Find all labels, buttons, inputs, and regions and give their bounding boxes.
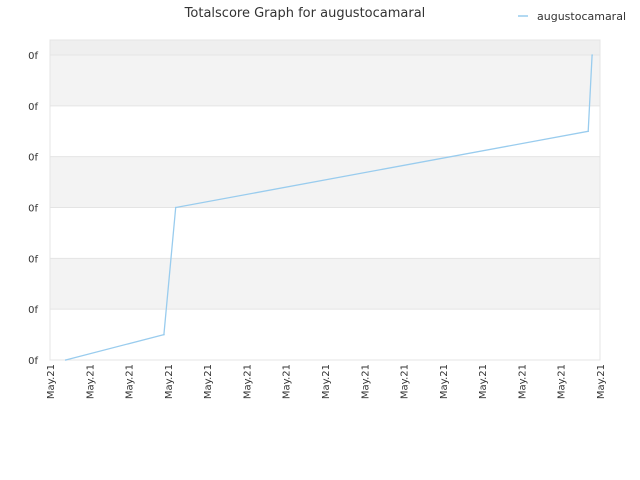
data-point [64,359,67,361]
series-layer [64,54,593,361]
y-tick-label: 0f [28,153,38,164]
plot-band [50,55,600,106]
legend[interactable]: augustocamaral [518,10,626,23]
y-tick-label: 0f [28,204,38,215]
x-axis-ticks: May.21 May.21 May.21 May.21 May.21 May.21 May.… [46,364,607,399]
x-tick-label: May.21 [321,364,332,399]
x-tick-label: May.21 [360,364,371,399]
plot-band [50,156,600,208]
data-point [591,54,593,56]
x-tick-label: May.21 [164,364,175,399]
x-tick-label: May.21 [85,364,96,399]
plot-band [50,105,600,157]
x-tick-label: May.21 [517,364,528,399]
data-point [163,333,165,336]
x-tick-label: May.21 [242,364,253,399]
plot-band [50,40,600,55]
x-tick-label: May.21 [596,364,607,399]
data-point [587,130,590,133]
x-tick-label: May.21 [478,364,489,399]
x-tick-label: May.21 [439,364,450,399]
y-tick-label: 0f [28,102,38,113]
y-tick-label: 0f [28,305,38,316]
plot-band [50,309,600,360]
x-tick-label: May.21 [46,364,57,399]
plot-band [50,258,600,310]
x-tick-label: May.21 [400,364,411,399]
y-tick-label: 0f [28,254,38,265]
x-tick-label: May.21 [282,364,293,399]
chart-title: Totalscore Graph for augustocamaral [184,6,426,21]
gridlines [50,54,600,361]
plot-band [50,207,600,259]
legend-label: augustocamaral [537,10,626,23]
y-tick-label: 0f [28,51,38,62]
x-tick-label: May.21 [125,364,136,399]
x-tick-label: May.21 [557,364,568,399]
y-axis-ticks: 0f 0f 0f 0f 0f 0f 0f [28,51,38,367]
y-tick-label: 0f [28,356,38,367]
plot-background [49,39,601,361]
x-tick-label: May.21 [203,364,214,399]
data-point [174,206,177,209]
